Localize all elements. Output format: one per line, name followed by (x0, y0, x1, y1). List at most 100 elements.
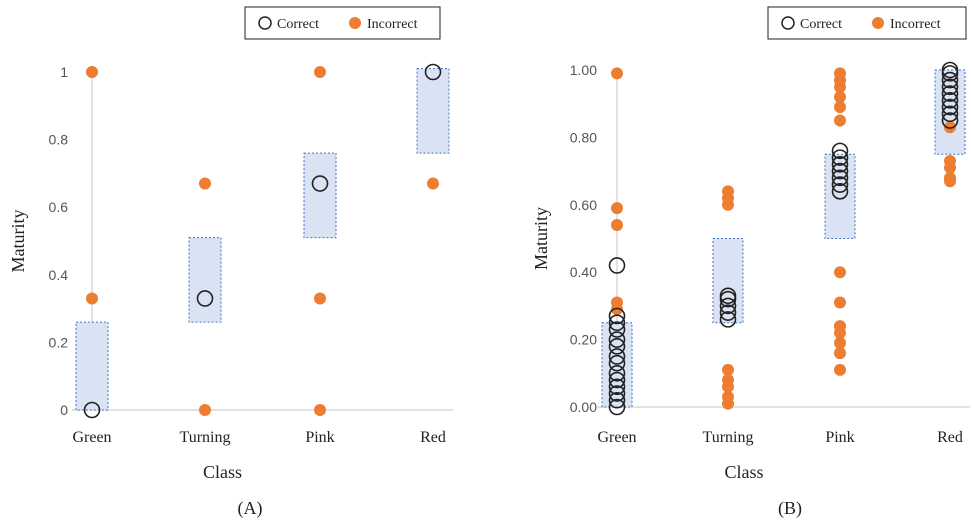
correct-point (608, 314, 626, 332)
correct-point (424, 63, 442, 81)
incorrect-point (834, 326, 846, 339)
correct-point (941, 78, 959, 96)
incorrect-point (722, 198, 734, 211)
correct-point (719, 290, 737, 308)
incorrect-point (314, 292, 326, 305)
y-tick-label: 0.80 (570, 129, 597, 145)
incorrect-point (834, 90, 846, 103)
incorrect-point (834, 336, 846, 349)
y-tick-label: 0.60 (570, 197, 597, 213)
correct-point (831, 156, 849, 173)
incorrect-point (834, 80, 846, 93)
correct-point (719, 311, 737, 328)
y-tick-label: 0.8 (49, 132, 69, 148)
incorrect-point (944, 161, 956, 174)
correct-point (831, 169, 849, 187)
range-box-turning (188, 237, 222, 323)
y-tick-label: 1.00 (570, 62, 597, 78)
correct-point (196, 290, 214, 307)
chart-a: 0 0.2 0.4 0.6 0.8 1 Green Turning Pink Red Class Ma… (8, 6, 453, 519)
legend-marker-correct (781, 16, 795, 30)
incorrect-point (199, 177, 211, 190)
x-tick-label: Red (420, 429, 446, 446)
legend-frame (244, 6, 441, 40)
correct-point (719, 297, 737, 315)
y-tick-label: 0.4 (49, 267, 69, 283)
x-axis-label: Class (724, 462, 763, 482)
incorrect-point (427, 177, 439, 190)
correct-point (941, 65, 959, 82)
correct-point (608, 354, 626, 372)
incorrect-point (199, 404, 211, 416)
correct-point (608, 321, 626, 338)
range-box-pink (303, 152, 337, 239)
incorrect-point (314, 404, 326, 416)
correct-point (941, 92, 959, 109)
y-axis-label: Maturity (8, 210, 28, 273)
incorrect-point (944, 175, 956, 188)
range-box-pink (824, 153, 856, 239)
correct-point (941, 105, 959, 123)
incorrect-point (722, 397, 734, 410)
x-tick-label: Turning (180, 429, 231, 446)
x-axis-label: Class (203, 462, 242, 482)
correct-point (608, 338, 626, 355)
range-box-red (416, 68, 450, 154)
legend-label-incorrect: Incorrect (890, 17, 941, 32)
incorrect-point (314, 66, 326, 78)
incorrect-point (722, 380, 734, 393)
correct-point (941, 71, 959, 89)
correct-point (608, 371, 626, 389)
range-box-turning (712, 238, 744, 324)
correct-point (608, 391, 626, 409)
correct-point (941, 85, 959, 102)
incorrect-point (834, 101, 846, 114)
legend-label-correct: Correct (277, 17, 319, 32)
incorrect-point (611, 67, 623, 80)
incorrect-point (611, 219, 623, 232)
correct-point (83, 401, 101, 419)
y-tick-label: 0.6 (49, 199, 69, 215)
correct-point (831, 149, 849, 166)
legend-frame (767, 6, 967, 40)
incorrect-point (611, 202, 623, 215)
chart-b: 0.00 0.20 0.40 0.60 0.80 1.00 Green Turning Pink… (531, 6, 970, 519)
correct-point (608, 378, 626, 396)
figure-caption: (A) (238, 498, 263, 519)
y-tick-label: 0 (60, 402, 68, 418)
range-box-green (75, 321, 109, 411)
correct-point (311, 175, 329, 192)
correct-point (608, 348, 626, 365)
legend: Correct Incorrect (244, 6, 441, 40)
correct-point (608, 385, 626, 402)
incorrect-point (834, 347, 846, 360)
legend-marker-incorrect (349, 17, 361, 29)
incorrect-point (834, 266, 846, 279)
correct-point (608, 307, 626, 325)
x-tick-label: Pink (825, 429, 854, 446)
incorrect-point (722, 363, 734, 376)
correct-point (608, 257, 626, 274)
correct-point (608, 398, 626, 416)
legend-marker-incorrect (872, 17, 884, 29)
y-tick-label: 1 (60, 64, 68, 80)
x-tick-label: Green (597, 429, 636, 446)
correct-point (831, 176, 849, 193)
correct-point (608, 331, 626, 348)
x-tick-label: Red (937, 429, 963, 446)
correct-point (719, 304, 737, 321)
correct-point (831, 142, 849, 160)
correct-point (831, 162, 849, 180)
correct-point (608, 364, 626, 382)
y-axis-label: Maturity (531, 207, 551, 270)
y-tick-label: 0.40 (570, 264, 597, 280)
x-tick-label: Green (72, 429, 111, 446)
incorrect-point (86, 66, 98, 78)
legend-label-incorrect: Incorrect (367, 17, 418, 32)
incorrect-point (834, 296, 846, 309)
figure-caption: (B) (778, 498, 802, 519)
y-tick-label: 0.00 (570, 399, 597, 415)
incorrect-point (86, 292, 98, 305)
legend-label-correct: Correct (800, 17, 842, 32)
